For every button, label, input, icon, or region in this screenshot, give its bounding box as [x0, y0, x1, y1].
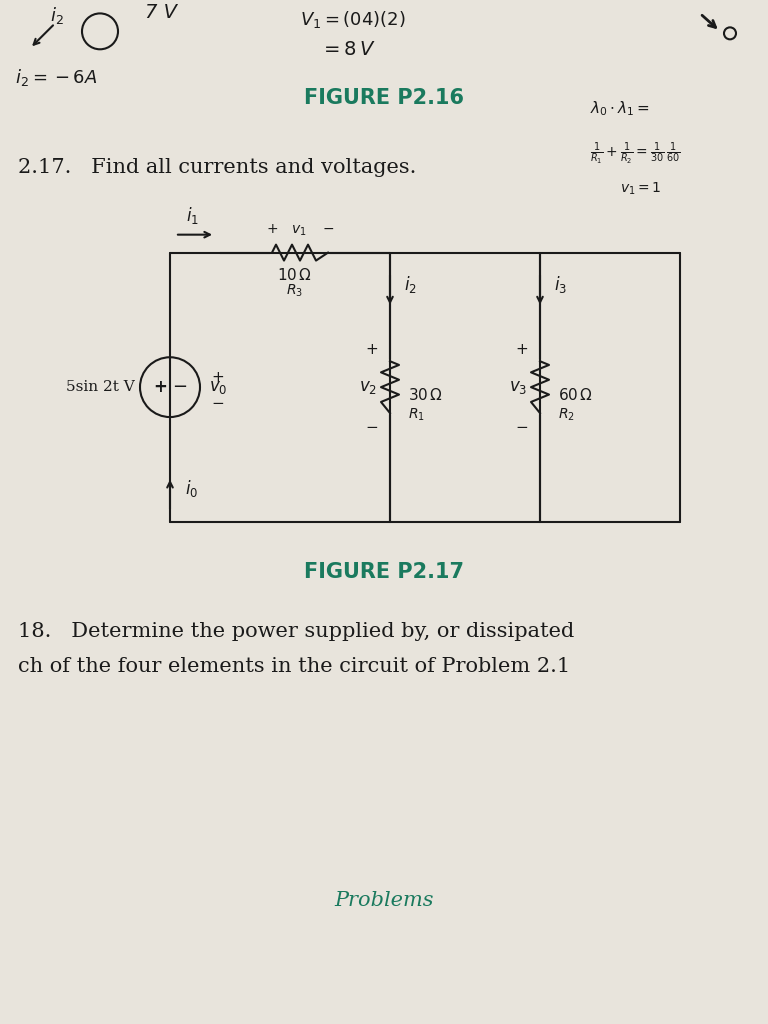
Text: −: − [173, 378, 187, 396]
Text: $+$: $+$ [211, 370, 224, 385]
Text: $v_2$: $v_2$ [359, 378, 377, 396]
Text: $v_0$: $v_0$ [209, 378, 227, 396]
Text: $i_3$: $i_3$ [554, 274, 567, 296]
Text: $i_2 = -6A$: $i_2 = -6A$ [15, 68, 98, 88]
Text: $V_1 = (04)(2)$: $V_1 = (04)(2)$ [300, 9, 406, 31]
Text: $i_2$: $i_2$ [404, 274, 417, 296]
Text: 18.   Determine the power supplied by, or dissipated: 18. Determine the power supplied by, or … [18, 622, 574, 641]
Text: ch of the four elements in the circuit of Problem 2.1: ch of the four elements in the circuit o… [18, 656, 571, 676]
Text: 7 V: 7 V [145, 3, 177, 23]
Text: Problems: Problems [334, 891, 434, 910]
Text: $v_3$: $v_3$ [509, 378, 527, 396]
Text: FIGURE P2.17: FIGURE P2.17 [304, 561, 464, 582]
Text: $30\,\Omega$: $30\,\Omega$ [408, 387, 443, 403]
Text: $R_2$: $R_2$ [558, 407, 575, 423]
Text: $-$: $-$ [211, 393, 224, 409]
Text: $i_2$: $i_2$ [50, 5, 64, 27]
Text: $i_0$: $i_0$ [185, 478, 198, 499]
Text: $\frac{1}{R_1} + \frac{1}{R_2} = \frac{1}{30}\,\frac{1}{60}$: $\frac{1}{R_1} + \frac{1}{R_2} = \frac{1… [590, 141, 681, 167]
Text: +: + [153, 378, 167, 396]
Text: $R_1$: $R_1$ [408, 407, 425, 423]
Text: $i_1$: $i_1$ [186, 205, 198, 225]
Text: $60\,\Omega$: $60\,\Omega$ [558, 387, 593, 403]
Text: $v_1 = 1$: $v_1 = 1$ [620, 181, 661, 198]
Text: $+$: $+$ [515, 342, 528, 356]
Text: $+$: $+$ [366, 342, 379, 356]
Text: $+\quad v_1\quad -$: $+\quad v_1\quad -$ [266, 223, 334, 239]
Text: $= 8\,V$: $= 8\,V$ [320, 41, 376, 59]
Text: $\lambda_0 \cdot \lambda_1 =$: $\lambda_0 \cdot \lambda_1 =$ [590, 99, 650, 118]
Text: FIGURE P2.16: FIGURE P2.16 [304, 88, 464, 109]
Text: $10\,\Omega$: $10\,\Omega$ [277, 266, 313, 283]
Text: 2.17.   Find all currents and voltages.: 2.17. Find all currents and voltages. [18, 159, 416, 177]
Text: $R_3$: $R_3$ [286, 283, 303, 299]
Text: $-$: $-$ [366, 418, 379, 432]
Text: $-$: $-$ [515, 418, 528, 432]
Text: 5sin 2t V: 5sin 2t V [65, 380, 134, 394]
